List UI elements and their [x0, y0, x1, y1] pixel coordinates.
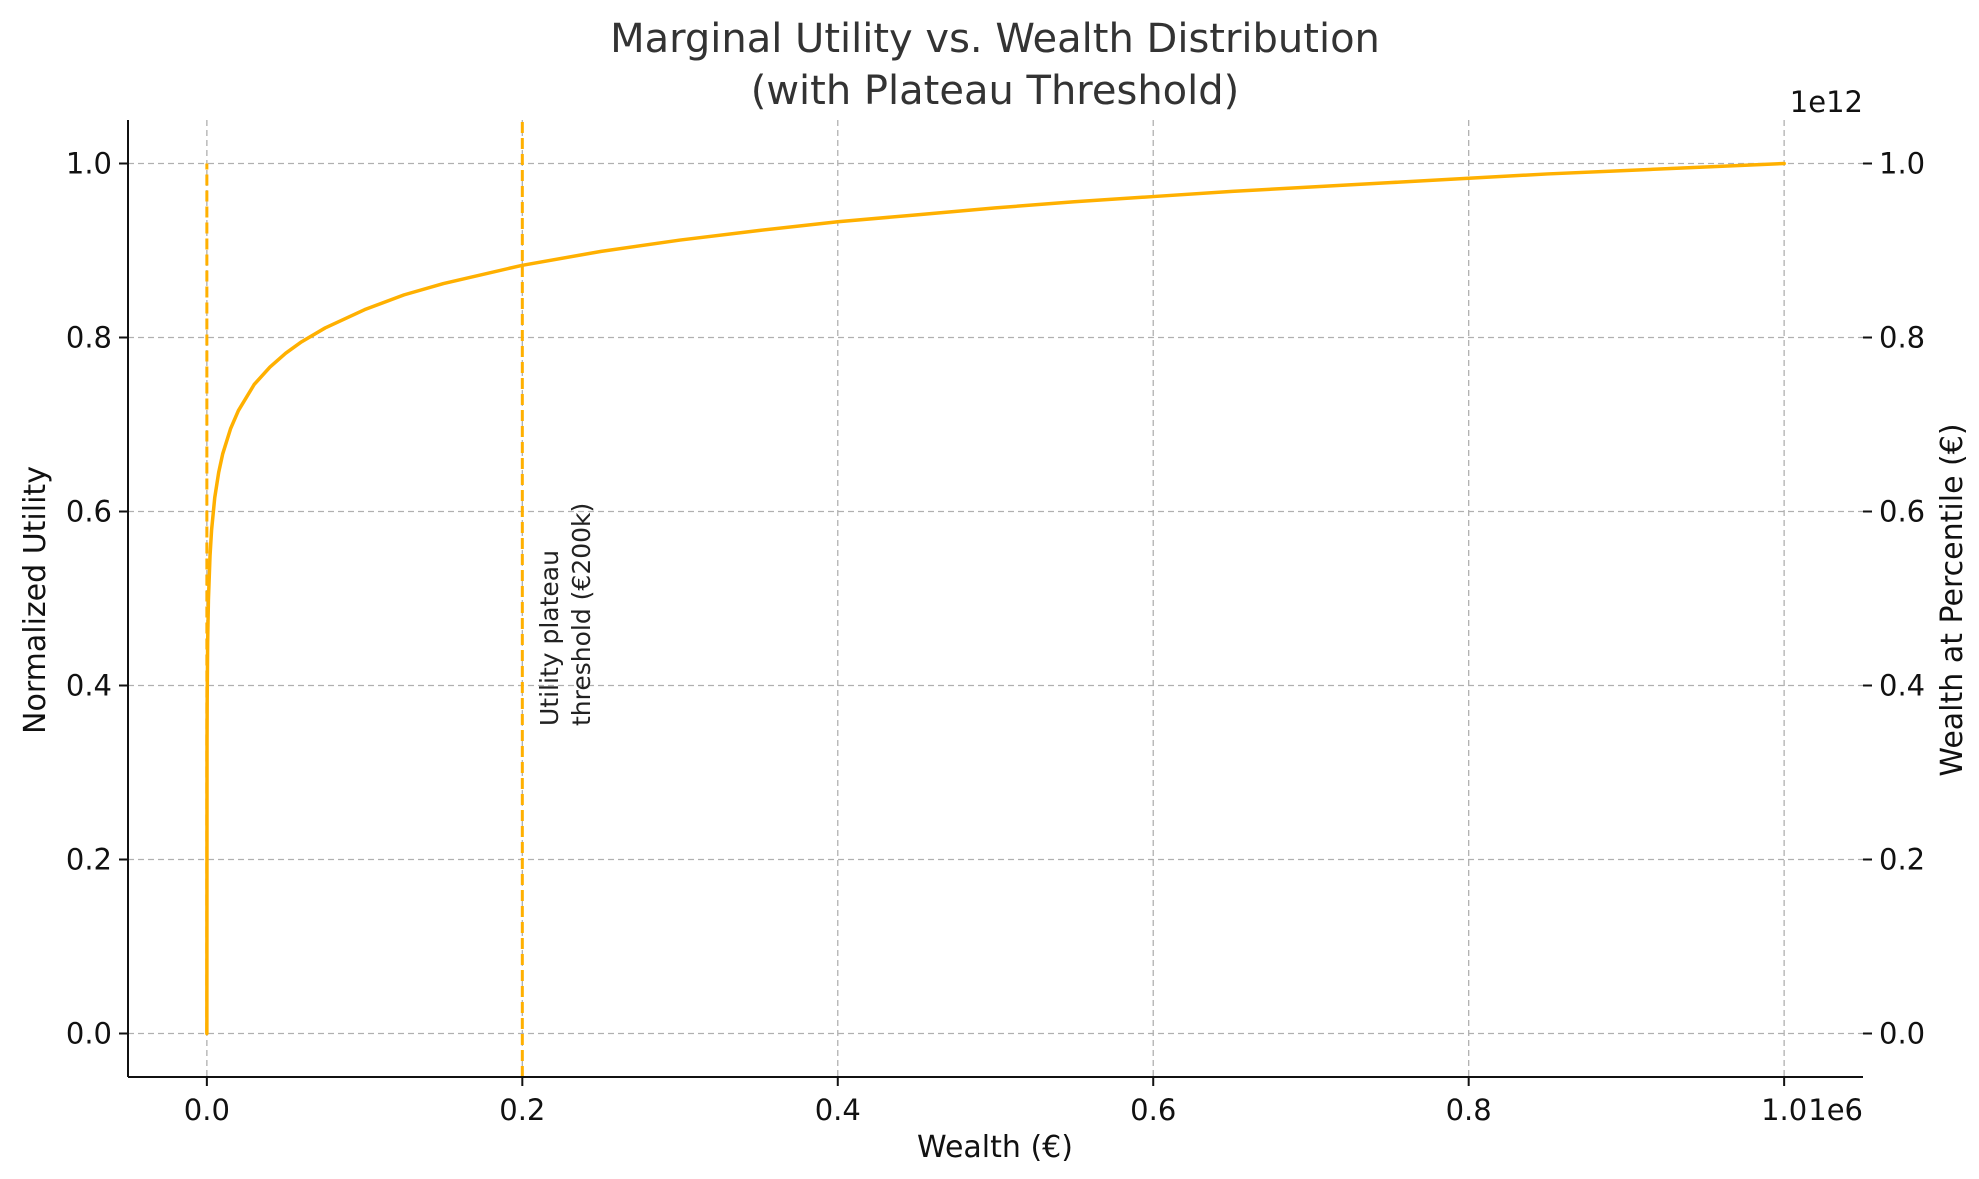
y2-tick-label: 1.0	[1879, 147, 1925, 181]
y-tick-label: 0.8	[66, 321, 112, 355]
y2-axis-ticks: 0.0 0.2 0.4 0.6 0.8 1.0	[1863, 147, 1925, 1051]
x-tick-label: 0.0	[184, 1093, 230, 1127]
y2-offset-label: 1e12	[1790, 85, 1863, 119]
y-axis-label: Normalized Utility	[18, 466, 53, 734]
y-tick-label: 1.0	[66, 147, 112, 181]
x-tick-label: 0.8	[1446, 1093, 1492, 1127]
grid	[128, 120, 1863, 1077]
series	[205, 161, 1786, 1036]
y-tick-label: 0.4	[66, 669, 112, 703]
annotation-line-2: threshold (€200k)	[567, 503, 596, 726]
y-tick-label: 0.6	[66, 495, 112, 529]
x-tick-label: 0.2	[499, 1093, 545, 1127]
y2-tick-label: 0.4	[1879, 669, 1925, 703]
plateau-annotation: Utility plateau threshold (€200k)	[535, 503, 596, 726]
y2-tick-label: 0.2	[1879, 843, 1925, 877]
y-tick-label: 0.2	[66, 843, 112, 877]
y-axis-ticks: 0.0 0.2 0.4 0.6 0.8 1.0	[66, 147, 128, 1051]
annotation-line-1: Utility plateau	[535, 550, 564, 726]
x-axis-ticks: 0.0 0.2 0.4 0.6 0.8 1.0	[184, 1077, 1807, 1127]
chart-subtitle: (with Plateau Threshold)	[751, 68, 1240, 114]
axes-spines	[127, 120, 1863, 1078]
x-tick-label: 0.4	[815, 1093, 861, 1127]
utility-curve	[205, 161, 1786, 1036]
x-offset-label: 1e6	[1808, 1093, 1863, 1127]
y2-tick-label: 0.0	[1879, 1017, 1925, 1051]
x-axis-label: Wealth (€)	[917, 1130, 1073, 1165]
y2-tick-label: 0.6	[1879, 495, 1925, 529]
x-tick-label: 1.0	[1761, 1093, 1807, 1127]
x-tick-label: 0.6	[1130, 1093, 1176, 1127]
y2-tick-label: 0.8	[1879, 321, 1925, 355]
y2-axis-label: Wealth at Percentile (€)	[1935, 423, 1970, 776]
chart-title: Marginal Utility vs. Wealth Distribution	[610, 16, 1380, 62]
threshold-lines	[205, 120, 524, 1077]
y-tick-label: 0.0	[66, 1017, 112, 1051]
